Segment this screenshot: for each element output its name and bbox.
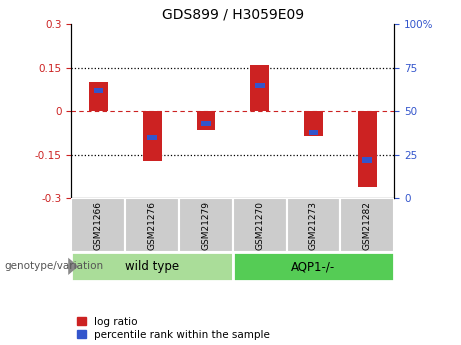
Text: GSM21279: GSM21279: [201, 201, 210, 250]
Title: GDS899 / H3059E09: GDS899 / H3059E09: [162, 8, 304, 22]
Bar: [94, 88, 103, 93]
Bar: [179, 198, 233, 252]
Bar: [71, 252, 233, 281]
Bar: [287, 198, 340, 252]
Bar: [340, 198, 394, 252]
Bar: [233, 198, 287, 252]
Bar: [89, 82, 108, 111]
Text: genotype/variation: genotype/variation: [5, 262, 104, 271]
Bar: [250, 65, 269, 111]
Bar: [201, 121, 211, 126]
Bar: [148, 135, 157, 140]
Bar: [143, 111, 161, 161]
Bar: [358, 111, 377, 187]
Bar: [125, 198, 179, 252]
Text: GSM21266: GSM21266: [94, 201, 103, 250]
Text: GSM21273: GSM21273: [309, 201, 318, 250]
Bar: [233, 252, 394, 281]
Bar: [304, 111, 323, 136]
Legend: log ratio, percentile rank within the sample: log ratio, percentile rank within the sa…: [77, 317, 270, 340]
Text: wild type: wild type: [125, 260, 179, 273]
Text: GSM21270: GSM21270: [255, 201, 264, 250]
Bar: [71, 198, 125, 252]
Bar: [196, 111, 215, 130]
Polygon shape: [68, 258, 78, 275]
Text: GSM21282: GSM21282: [363, 201, 372, 250]
Text: AQP1-/-: AQP1-/-: [291, 260, 336, 273]
Bar: [255, 82, 265, 88]
Bar: [362, 157, 372, 162]
Bar: [309, 130, 318, 135]
Text: GSM21276: GSM21276: [148, 201, 157, 250]
